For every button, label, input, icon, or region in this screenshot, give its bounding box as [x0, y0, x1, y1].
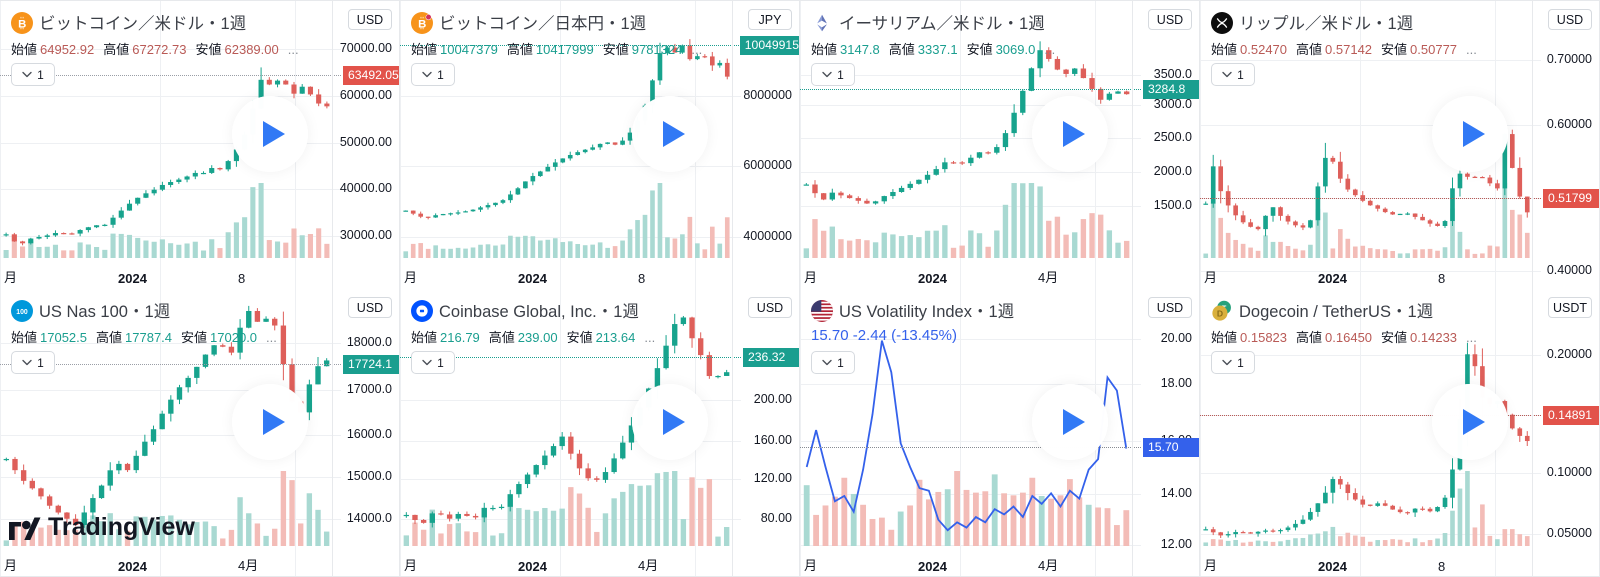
svg-text:100: 100 [16, 309, 28, 316]
svg-text:D: D [1217, 308, 1223, 318]
svg-text:B: B [418, 18, 426, 30]
svg-text:B: B [18, 18, 26, 30]
